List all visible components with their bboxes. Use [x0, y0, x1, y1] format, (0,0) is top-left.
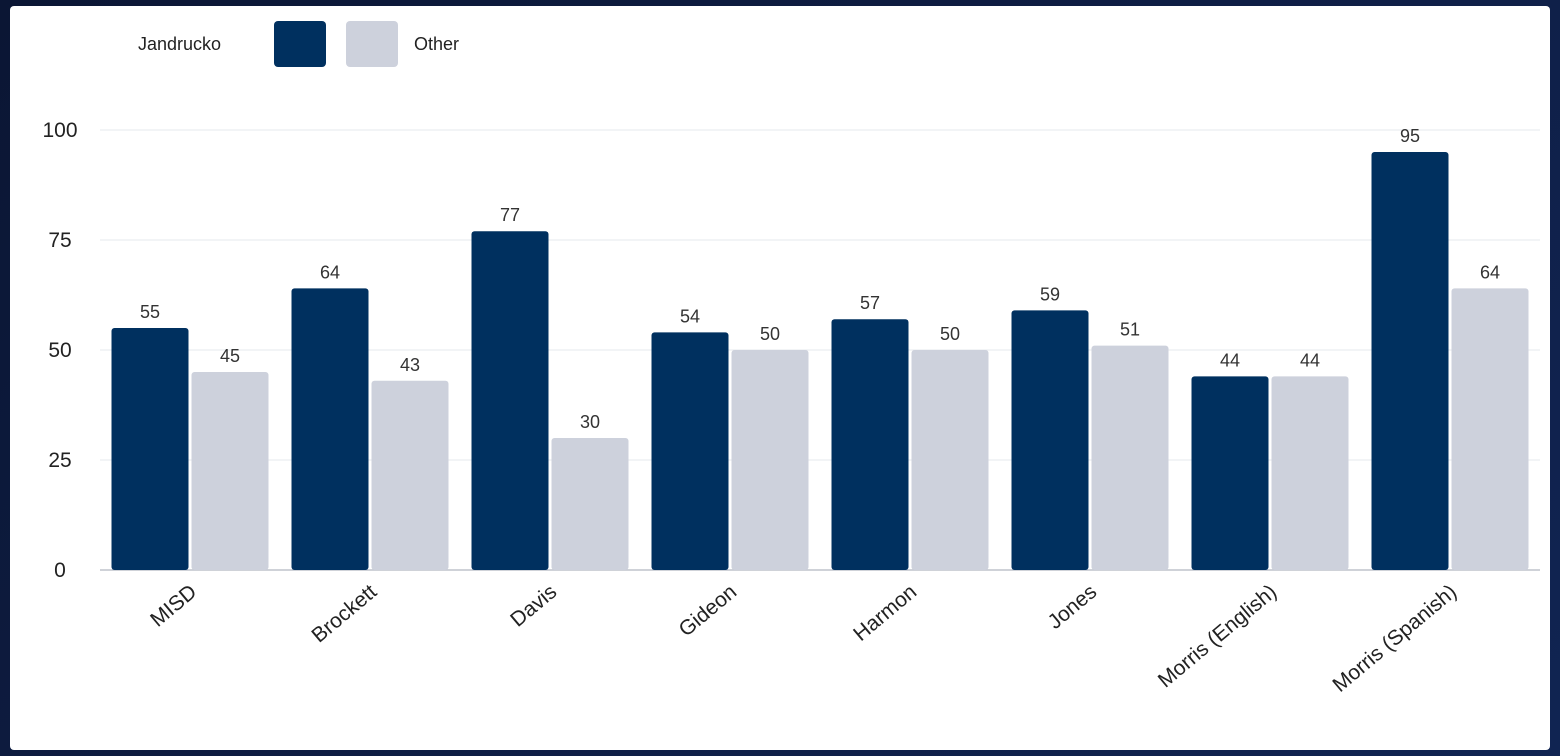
- data-labels: 55 45 64 43 77 30 54 50 57 50 59 51 44 44 95 64: [140, 126, 1500, 432]
- x-tick-label: Davis: [506, 580, 561, 631]
- data-label: 43: [400, 355, 420, 375]
- data-label: 95: [1400, 126, 1420, 146]
- data-label: 44: [1300, 350, 1320, 370]
- bar-jandrucko: [291, 288, 369, 570]
- data-label: 44: [1220, 350, 1240, 370]
- y-tick-label: 100: [42, 119, 77, 142]
- bar-other: [551, 438, 629, 570]
- legend-label-other: Other: [414, 34, 459, 54]
- bar-jandrucko: [1191, 376, 1269, 570]
- data-label: 30: [580, 412, 600, 432]
- bar-jandrucko: [111, 328, 189, 570]
- bar-other: [191, 372, 269, 570]
- y-tick-label: 75: [48, 229, 71, 252]
- data-label: 59: [1040, 284, 1060, 304]
- bar-other: [911, 350, 989, 570]
- y-axis: 0 25 50 75 100: [42, 119, 77, 582]
- bar-other: [1091, 345, 1169, 570]
- legend-label-jandrucko: Jandrucko: [138, 34, 221, 54]
- data-label: 64: [320, 262, 340, 282]
- data-label: 50: [940, 324, 960, 344]
- data-label: 54: [680, 306, 700, 326]
- legend: Jandrucko Other: [138, 21, 459, 67]
- y-tick-label: 50: [48, 339, 71, 362]
- x-tick-label: Morris (Spanish): [1328, 580, 1461, 697]
- bar-jandrucko: [831, 319, 909, 570]
- data-label: 64: [1480, 262, 1500, 282]
- bar-other: [371, 380, 449, 570]
- y-tick-label: 0: [54, 559, 66, 582]
- chart-panel: Jandrucko Other 0 25 50 75 100 55 45 64 43 77 30 54…: [10, 6, 1550, 750]
- grouped-bar-chart: Jandrucko Other 0 25 50 75 100 55 45 64 43 77 30 54…: [42, 21, 1540, 697]
- x-tick-label: MISD: [146, 580, 201, 631]
- x-tick-label: Gideon: [675, 580, 742, 641]
- legend-swatch-jandrucko: [274, 21, 326, 67]
- data-label: 50: [760, 324, 780, 344]
- data-label: 51: [1120, 320, 1140, 340]
- bars: [111, 152, 1529, 570]
- y-tick-label: 25: [48, 449, 71, 472]
- bar-other: [1451, 288, 1529, 570]
- data-label: 77: [500, 205, 520, 225]
- x-tick-label: Brockett: [307, 580, 381, 647]
- bar-jandrucko: [1011, 310, 1089, 570]
- x-axis: MISD Brockett Davis Gideon Harmon Jones Morris…: [146, 580, 1461, 697]
- legend-swatch-other: [346, 21, 398, 67]
- bar-jandrucko: [1371, 152, 1449, 570]
- bar-other: [731, 350, 809, 570]
- x-tick-label: Jones: [1043, 580, 1101, 634]
- x-tick-label: Morris (English): [1154, 580, 1281, 692]
- bar-other: [1271, 376, 1349, 570]
- data-label: 57: [860, 293, 880, 313]
- bar-jandrucko: [651, 332, 729, 570]
- data-label: 55: [140, 302, 160, 322]
- bar-jandrucko: [471, 231, 549, 570]
- x-tick-label: Harmon: [849, 580, 921, 646]
- data-label: 45: [220, 346, 240, 366]
